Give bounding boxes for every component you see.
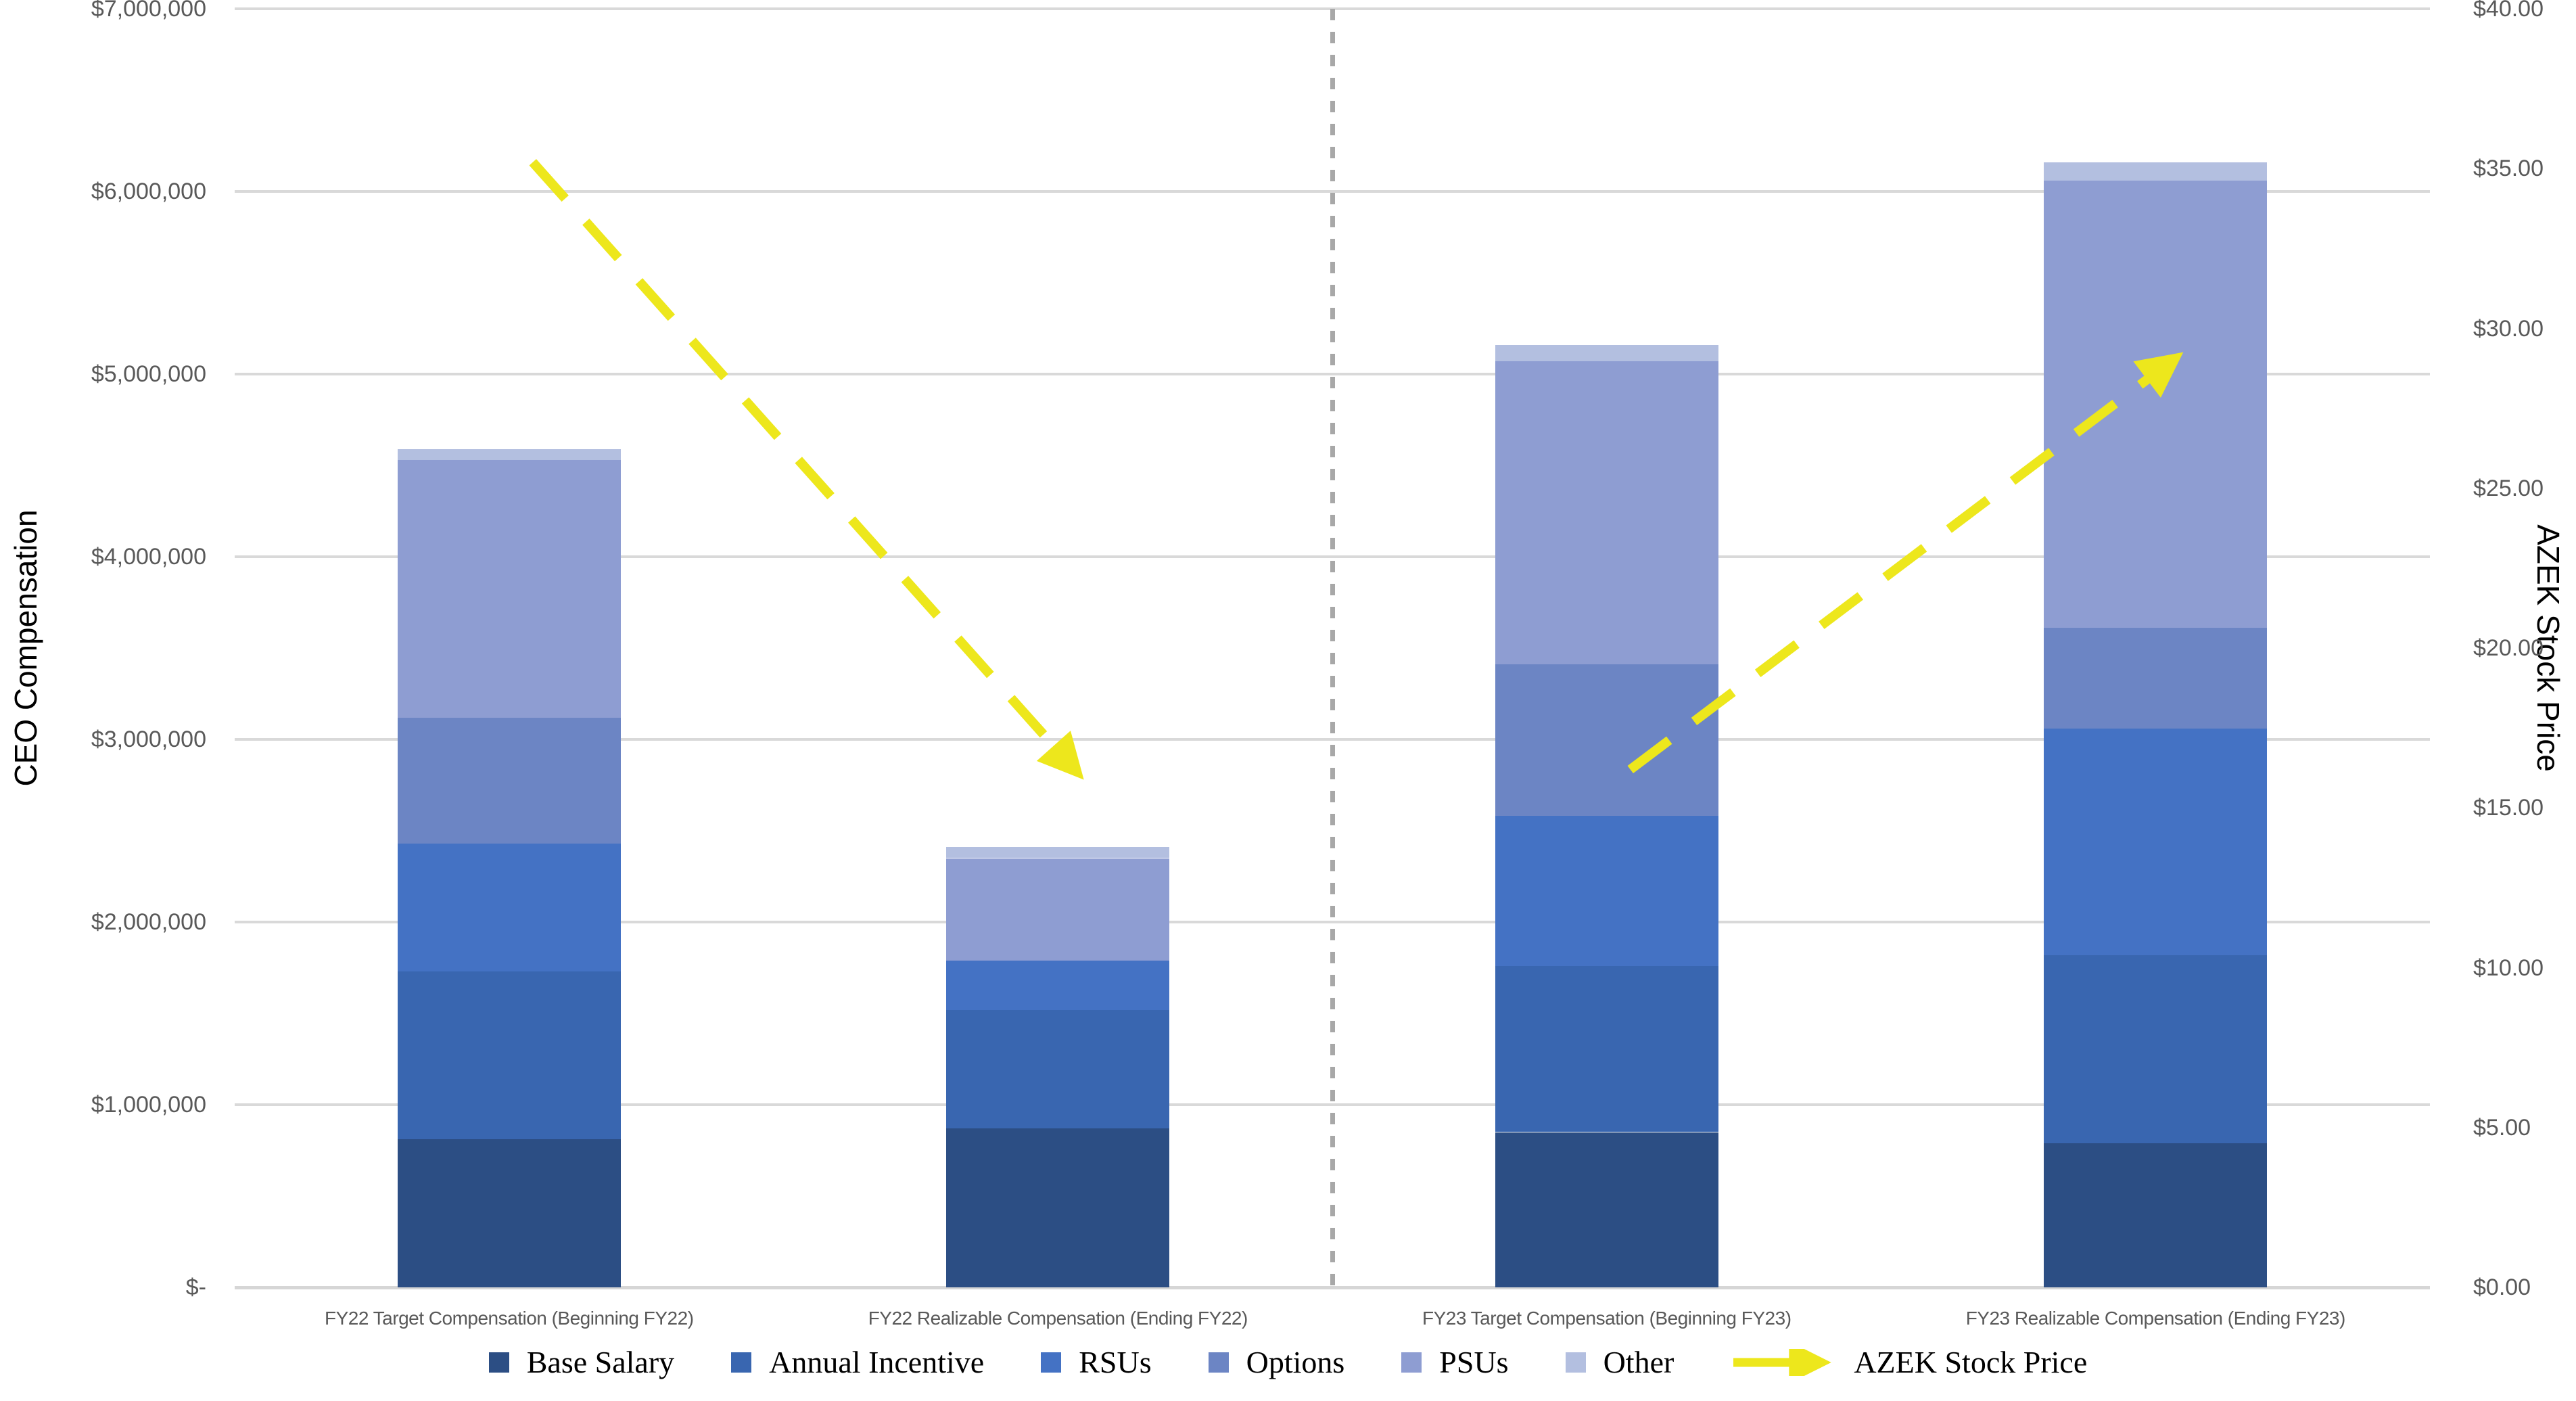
right-axis-tick-label: $15.00 bbox=[2473, 795, 2544, 821]
bar-segment-annual-incentive bbox=[2044, 955, 2268, 1143]
category-label: FY23 Realizable Compensation (Ending FY2… bbox=[1965, 1308, 2346, 1329]
bar-segment-base-salary bbox=[1495, 1132, 1718, 1287]
legend-arrow-icon bbox=[1733, 1349, 1832, 1376]
bar-segment-psus bbox=[397, 459, 621, 718]
legend-swatch-icon bbox=[731, 1352, 752, 1373]
legend-item-annual-incentive: Annual Incentive bbox=[731, 1345, 984, 1380]
legend-swatch-icon bbox=[1565, 1352, 1586, 1373]
right-axis-tick-label: $35.00 bbox=[2473, 156, 2544, 182]
bar-segment-rsus bbox=[397, 843, 621, 971]
azek-stock-price-arrow bbox=[1627, 352, 2184, 774]
right-axis-tick-label: $25.00 bbox=[2473, 475, 2544, 501]
legend-swatch-icon bbox=[488, 1352, 509, 1373]
bar-segment-rsus bbox=[1495, 816, 1718, 966]
legend-item-options: Options bbox=[1208, 1345, 1345, 1380]
legend-swatch-icon bbox=[1401, 1352, 1422, 1373]
right-axis-tick-label: $40.00 bbox=[2473, 0, 2544, 22]
legend-item-azek-stock-price: AZEK Stock Price bbox=[1731, 1345, 2087, 1380]
left-axis-tick-label: $5,000,000 bbox=[91, 361, 206, 387]
legend-item-base-salary: Base Salary bbox=[488, 1345, 675, 1380]
bar-segment-options bbox=[2044, 628, 2268, 729]
left-axis-tick-label: $- bbox=[185, 1274, 206, 1300]
right-axis-tick-label: $20.00 bbox=[2473, 635, 2544, 661]
bar-segment-other bbox=[946, 847, 1170, 858]
bar-segment-base-salary bbox=[946, 1128, 1170, 1287]
legend-label: Base Salary bbox=[526, 1345, 675, 1379]
bar-segment-other bbox=[2044, 162, 2268, 181]
bar-segment-annual-incentive bbox=[1495, 965, 1718, 1132]
legend: Base Salary Annual Incentive RSUs Options PS… bbox=[0, 1345, 2576, 1380]
left-axis-tick-label: $6,000,000 bbox=[91, 179, 206, 204]
bar-segment-psus bbox=[946, 858, 1170, 961]
bar-segment-base-salary bbox=[397, 1139, 621, 1287]
category-label: FY22 Target Compensation (Beginning FY22… bbox=[324, 1308, 694, 1329]
right-axis-tick-label: $30.00 bbox=[2473, 315, 2544, 342]
x-axis-baseline bbox=[235, 1286, 2430, 1289]
right-axis-tick-label: $10.00 bbox=[2473, 955, 2544, 981]
bar-segment-annual-incentive bbox=[397, 971, 621, 1140]
bar-segment-other bbox=[397, 449, 621, 460]
legend-label: Other bbox=[1603, 1345, 1675, 1379]
left-axis-tick-label: $4,000,000 bbox=[91, 544, 206, 570]
category-label: FY22 Realizable Compensation (Ending FY2… bbox=[868, 1308, 1248, 1329]
bar-segment-annual-incentive bbox=[946, 1009, 1170, 1129]
bar-segment-other bbox=[1495, 344, 1718, 362]
legend-item-other: Other bbox=[1565, 1345, 1675, 1380]
legend-label: PSUs bbox=[1439, 1345, 1509, 1379]
left-axis-tick-label: $2,000,000 bbox=[91, 909, 206, 935]
bar-segment-options bbox=[397, 717, 621, 844]
legend-swatch-icon bbox=[1041, 1352, 1062, 1373]
left-axis-tick-label: $7,000,000 bbox=[91, 0, 206, 22]
category-label: FY23 Target Compensation (Beginning FY23… bbox=[1422, 1308, 1792, 1329]
bar-segment-psus bbox=[1495, 361, 1718, 665]
legend-label: Options bbox=[1246, 1345, 1345, 1379]
right-axis-tick-label: $0.00 bbox=[2473, 1274, 2531, 1300]
bar-segment-options bbox=[1495, 664, 1718, 817]
legend-label: RSUs bbox=[1079, 1345, 1152, 1379]
fy-divider-line bbox=[1330, 9, 1335, 1287]
legend-label: AZEK Stock Price bbox=[1854, 1345, 2088, 1379]
azek-stock-price-arrow bbox=[529, 159, 1084, 780]
bar-segment-base-salary bbox=[2044, 1143, 2268, 1287]
legend-label: Annual Incentive bbox=[769, 1345, 985, 1379]
legend-item-psus: PSUs bbox=[1401, 1345, 1509, 1380]
legend-item-rsus: RSUs bbox=[1041, 1345, 1152, 1380]
left-axis-tick-label: $1,000,000 bbox=[91, 1092, 206, 1118]
bar-segment-psus bbox=[2044, 180, 2268, 628]
right-axis-tick-label: $5.00 bbox=[2473, 1114, 2531, 1141]
bar-segment-rsus bbox=[2044, 728, 2268, 955]
left-axis-tick-label: $3,000,000 bbox=[91, 727, 206, 752]
bar-segment-rsus bbox=[946, 960, 1170, 1010]
legend-swatch-icon bbox=[1208, 1352, 1229, 1373]
